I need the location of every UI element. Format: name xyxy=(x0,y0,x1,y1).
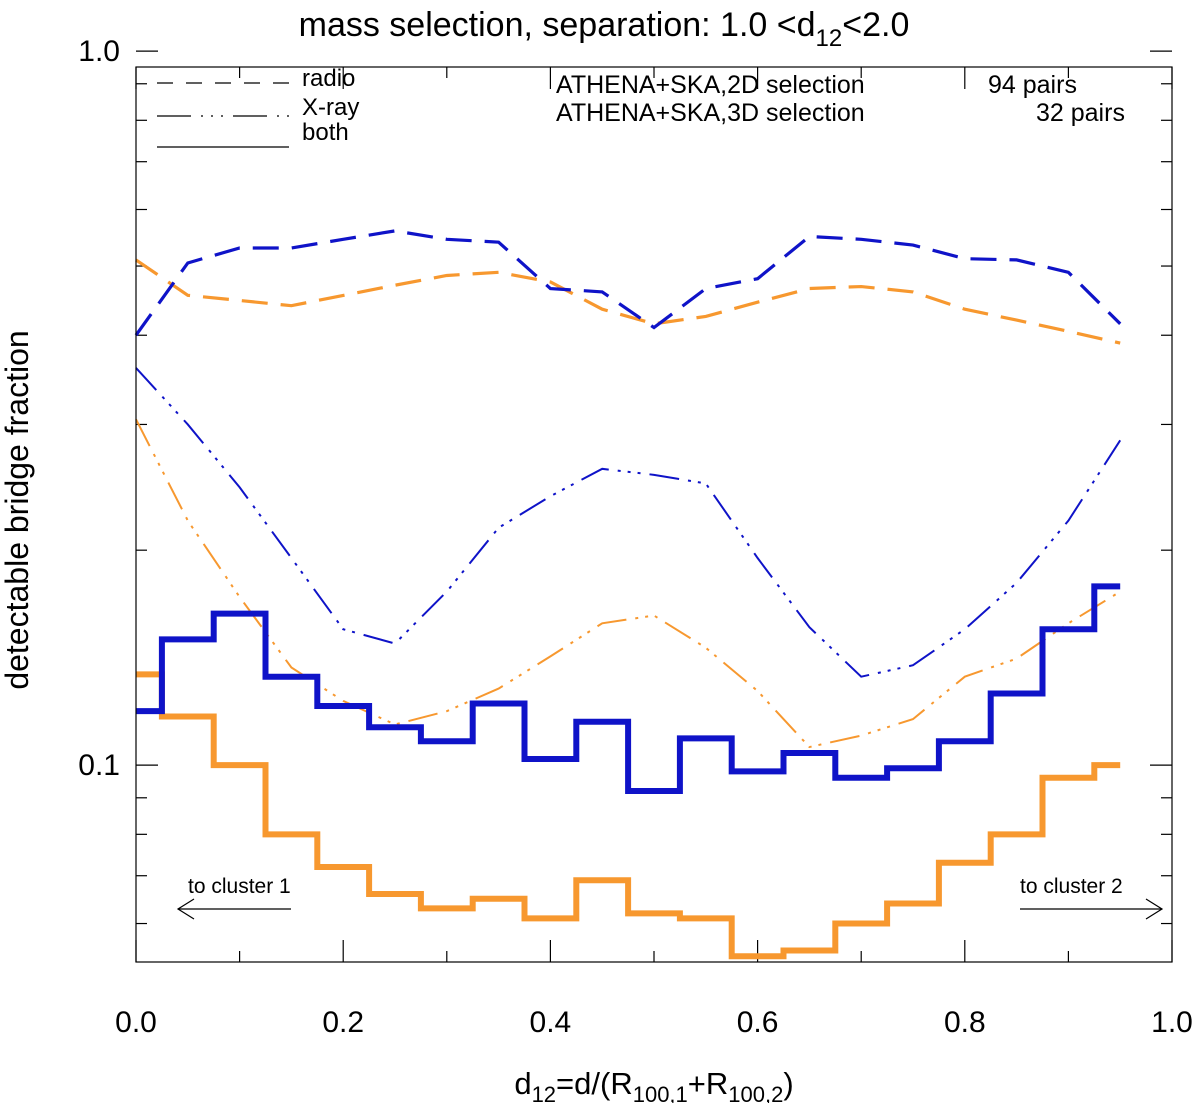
style-legend: radio X-ray both xyxy=(157,65,359,148)
selection-legend: ATHENA+SKA,2D selection 94 pairs ATHENA+… xyxy=(556,71,1125,127)
y-tick-label: 0.1 xyxy=(78,749,120,782)
annotation-cluster-1-label: to cluster 1 xyxy=(188,875,291,898)
x-tick-label: 0.0 xyxy=(115,1006,157,1039)
axis-ticks: 0.0 0.2 0.4 0.6 0.8 1.0 1.0 0.1 xyxy=(78,35,1193,1039)
legend-label-radio: radio xyxy=(302,65,355,92)
plot-frame xyxy=(135,66,1173,963)
legend-3d-count: 32 pairs xyxy=(1036,99,1125,127)
right-arrowhead-icon xyxy=(1145,898,1164,920)
series-radio-3d xyxy=(134,229,1122,337)
y-axis-label: detectable bridge fraction xyxy=(0,330,35,689)
x-tick-label: 1.0 xyxy=(1151,1006,1193,1039)
series-x-ray-3d xyxy=(135,367,1122,678)
legend-2d-count: 94 pairs xyxy=(988,71,1077,99)
chart-title: mass selection, separation: 1.0 <d12<2.0 xyxy=(299,6,910,52)
y-tick-label: 1.0 xyxy=(78,35,120,68)
legend-label-xray: X-ray xyxy=(302,94,359,121)
series-both-3d xyxy=(136,583,1121,794)
data-series xyxy=(134,229,1122,960)
annotation-cluster-2-label: to cluster 2 xyxy=(1020,875,1123,898)
x-tick-label: 0.4 xyxy=(530,1006,572,1039)
x-tick-label: 0.6 xyxy=(737,1006,779,1039)
legend-3d-selection: ATHENA+SKA,3D selection xyxy=(556,99,865,127)
x-axis-label-sub: 12 xyxy=(532,1082,556,1103)
legend-label-both: both xyxy=(302,119,349,146)
x-axis-label-part: d xyxy=(514,1066,531,1101)
chart-title-end: <2.0 xyxy=(842,6,909,44)
legend-2d-selection: ATHENA+SKA,2D selection xyxy=(556,71,865,99)
series-both-2d xyxy=(136,671,1121,960)
x-axis-label: d12=d/(R100,1+R100,2) xyxy=(514,1066,793,1103)
x-axis-label-sub: 100,2 xyxy=(728,1082,783,1103)
series-x-ray-2d xyxy=(135,418,1121,749)
x-tick-label: 0.8 xyxy=(944,1006,986,1039)
x-axis-label-part: =d/(R xyxy=(556,1066,633,1101)
x-axis-label-sub: 100,1 xyxy=(633,1082,688,1103)
series-radio-2d xyxy=(135,258,1121,345)
chart-title-main: mass selection, separation: 1.0 <d xyxy=(299,6,816,44)
annotation-cluster-2: to cluster 2 xyxy=(1020,875,1164,920)
x-axis-label-part: +R xyxy=(688,1066,729,1101)
x-tick-label: 0.2 xyxy=(322,1006,364,1039)
x-axis-label-part: ) xyxy=(783,1066,793,1101)
chart-title-subscript: 12 xyxy=(816,25,843,52)
annotation-cluster-1: to cluster 1 xyxy=(176,875,291,920)
left-arrowhead-icon xyxy=(176,898,195,920)
